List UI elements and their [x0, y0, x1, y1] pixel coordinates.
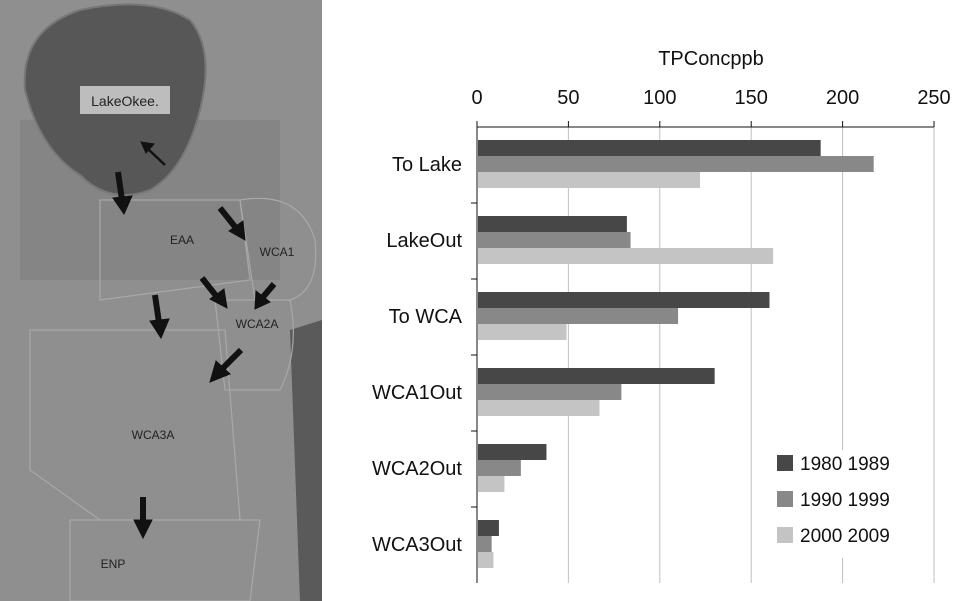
legend-swatch	[777, 491, 793, 507]
lake-label-box	[80, 86, 170, 114]
arrow-icon	[112, 195, 133, 216]
bar	[478, 232, 631, 248]
bar	[478, 156, 874, 172]
area-boundaries	[29, 197, 317, 601]
arrow-icon	[217, 206, 239, 230]
category-label: WCA2Out	[372, 458, 462, 480]
bars	[478, 140, 874, 568]
bar	[478, 536, 492, 552]
x-tick-label: 0	[471, 87, 482, 109]
bar	[478, 444, 547, 460]
bar	[478, 292, 770, 308]
arrow-icon	[140, 141, 155, 154]
wca3a-label: WCA3A	[132, 428, 175, 442]
bar	[478, 400, 600, 416]
x-tick-label: 150	[735, 87, 768, 109]
arrow-icon	[147, 148, 166, 166]
enp-label: ENP	[101, 557, 126, 571]
chart-title: TPConcppb	[658, 48, 764, 70]
satellite-map: LakeOkee. EAA WCA1 WCA2A WCA3A ENP	[0, 0, 322, 601]
bar	[478, 216, 627, 232]
arrow-icon	[133, 519, 153, 540]
bar	[478, 552, 494, 568]
category-label: To Lake	[392, 154, 462, 176]
legend-swatch	[777, 527, 793, 543]
legend: 1980 1989 1990 1999 2000 2009	[766, 450, 918, 558]
bar	[478, 520, 499, 536]
arrow-icon	[209, 360, 231, 383]
arrow-icon	[228, 220, 246, 241]
wca2a-label: WCA2A	[236, 317, 279, 331]
flow-arrows	[112, 141, 277, 540]
bar	[478, 140, 821, 156]
bar	[478, 476, 505, 492]
bar	[478, 368, 715, 384]
legend-label: 1990 1999	[800, 490, 890, 511]
bar	[478, 384, 622, 400]
bar	[478, 308, 679, 324]
bar	[478, 248, 774, 264]
arrow-icon	[260, 282, 277, 299]
legend-swatch	[777, 455, 793, 471]
legend-label: 1980 1989	[800, 454, 890, 475]
eaa-label: EAA	[170, 233, 194, 247]
map-coast	[290, 320, 322, 601]
wca1-label: WCA1	[260, 245, 295, 259]
x-tick-label: 250	[917, 87, 950, 109]
category-label: WCA1Out	[372, 382, 462, 404]
category-labels: To Lake LakeOut To WCA WCA1Out WCA2Out WCA3Ou…	[372, 154, 477, 556]
legend-label: 2000 2009	[800, 526, 890, 547]
lake-label: LakeOkee.	[91, 93, 159, 109]
bar	[478, 324, 567, 340]
arrow-icon	[115, 171, 125, 201]
bar	[478, 460, 521, 476]
tp-concentration-chart: TPConcppb 0 50 100 150 200 250 To Lake LakeOut…	[372, 48, 951, 583]
x-tick-label: 50	[557, 87, 579, 109]
x-tick-label: 100	[643, 87, 676, 109]
arrow-icon	[254, 290, 271, 310]
arrow-icon	[199, 276, 220, 299]
bar	[478, 172, 701, 188]
category-label: LakeOut	[386, 230, 462, 252]
arrow-icon	[149, 318, 170, 340]
arrow-icon	[209, 288, 228, 309]
category-label: To WCA	[389, 306, 463, 328]
arrow-icon	[152, 294, 162, 324]
x-tick-label: 200	[826, 87, 859, 109]
category-label: WCA3Out	[372, 534, 462, 556]
arrow-icon	[220, 347, 244, 371]
